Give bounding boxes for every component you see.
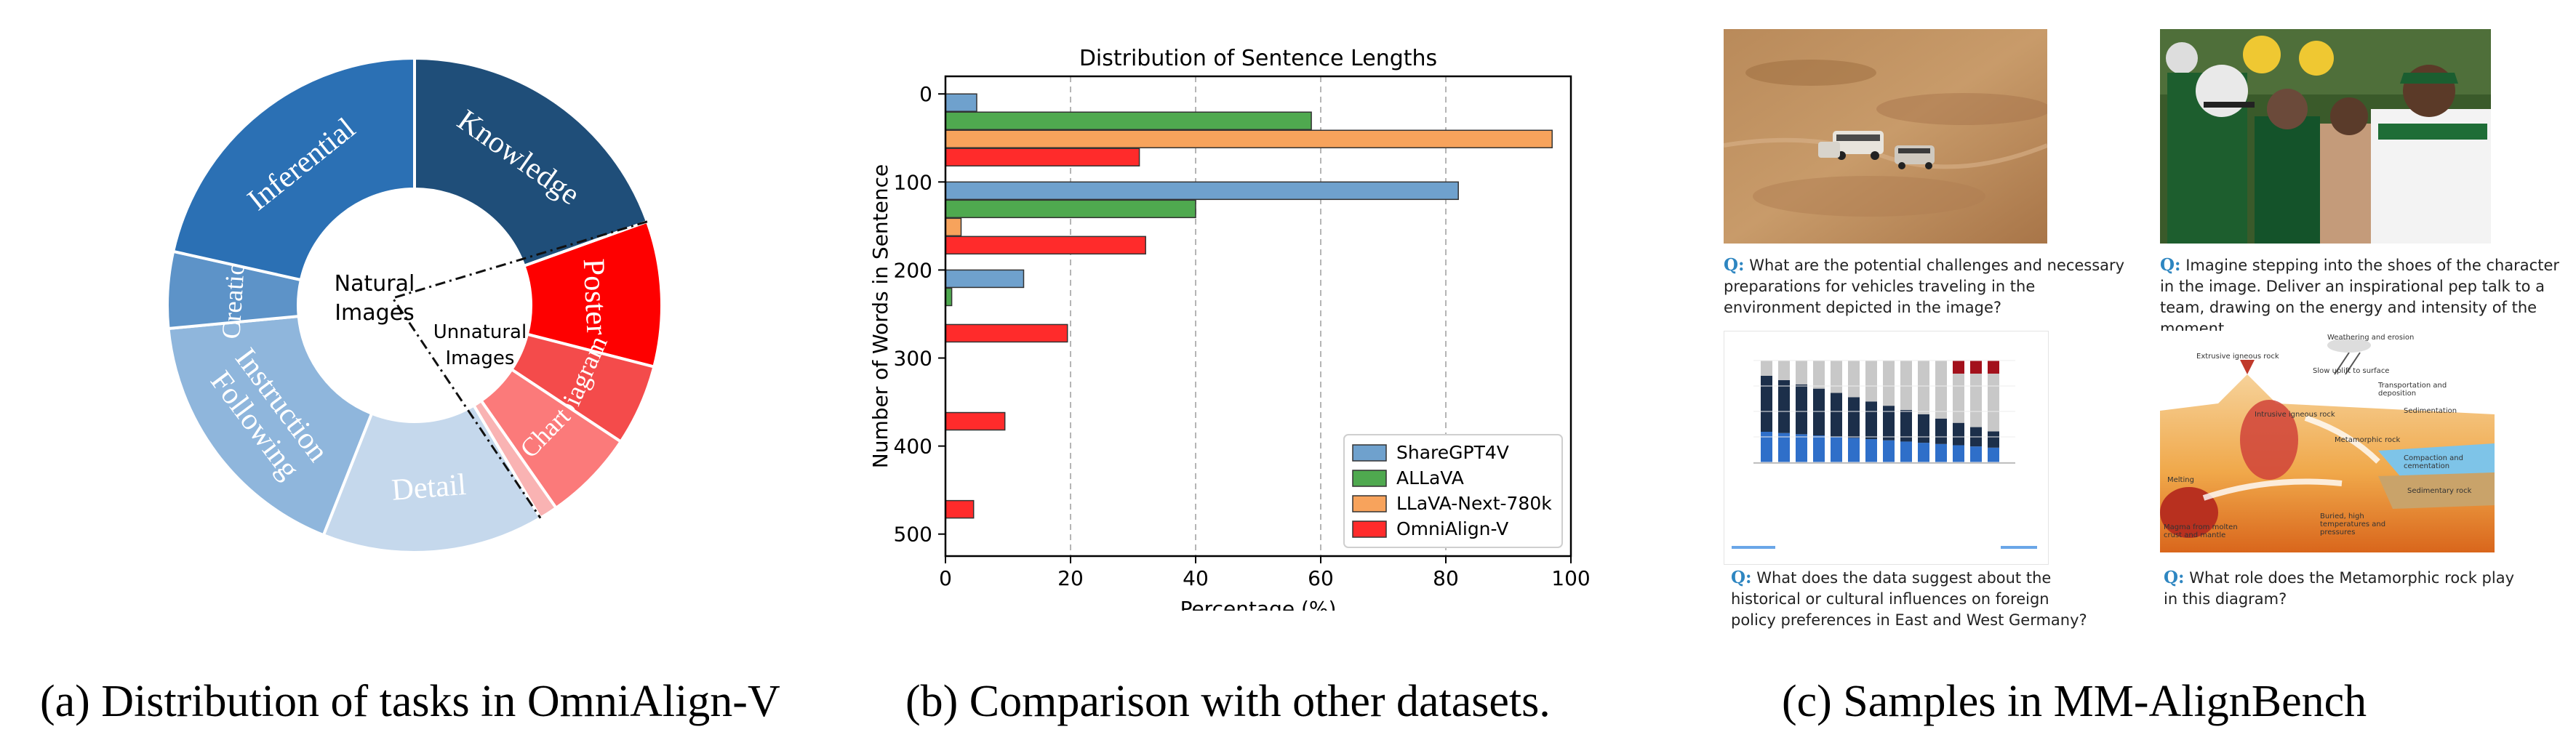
question-mark-label: Q: <box>1724 255 1745 275</box>
donut-segment <box>167 314 374 537</box>
task-distribution-donut: Knowledge Poster Diagram Chart Detail Instruc… <box>131 22 698 589</box>
sample-question-text: What role does the Metamorphic rock play… <box>2164 569 2515 608</box>
unnatural-images-label: Unnatural <box>433 321 527 343</box>
sample-question-text: What are the potential challenges and ne… <box>1724 257 2125 316</box>
sample-question-3: Q: What does the data suggest about the … <box>1731 567 2095 631</box>
legend-label: ShareGPT4V <box>1396 442 1509 463</box>
sentence-length-chart: 0 20 40 60 80 100 0 100 200 300 400 500 Distribution… <box>858 29 1600 621</box>
diagram-label: Compaction and cementation <box>2404 454 2463 470</box>
plot-frame <box>944 75 1572 558</box>
diagram-label: Metamorphic rock <box>2335 436 2401 444</box>
bar-ShareGPT4V <box>945 93 977 112</box>
samples-panel: Q: What are the potential challenges and… <box>1709 22 2575 647</box>
desert-vehicles-photo <box>1724 29 2047 244</box>
bar-LLaVA-Next-780k <box>945 129 1553 148</box>
x-tick-label: 60 <box>1308 566 1334 590</box>
legend-swatch <box>1352 470 1387 487</box>
sample-question-text: What does the data suggest about the his… <box>1731 569 2087 629</box>
bar-ShareGPT4V <box>945 269 1025 289</box>
chart-title: Distribution of Sentence Lengths <box>1079 46 1437 71</box>
donut-chart-svg: KnowledgePosterDiagramChartDetailInstruc… <box>166 56 663 554</box>
question-mark-label: Q: <box>1731 568 1752 587</box>
diagram-label: Intrusive igneous rock <box>2255 411 2335 419</box>
stacked-bar-chart-figure <box>1724 331 2049 565</box>
y-axis-label: Number of Words in Sentence <box>868 164 892 468</box>
diagram-label: Slow uplift to surface <box>2313 367 2390 375</box>
bar-OmniAlign-V <box>945 236 1146 255</box>
unnatural-images-label: Images <box>446 347 515 369</box>
rock-cycle-diagram: Weathering and erosion Extrusive igneous … <box>2160 331 2495 552</box>
diagram-label: Sedimentation <box>2404 407 2457 415</box>
diagram-label: Magma from molten crust and mantle <box>2164 523 2238 539</box>
y-tick-label: 200 <box>894 258 932 282</box>
x-tick-label: 20 <box>1057 566 1084 590</box>
bar-OmniAlign-V <box>945 411 1006 431</box>
donut-segment-label: Poster <box>577 258 614 336</box>
sample-question-2: Q: Imagine stepping into the shoes of th… <box>2160 254 2567 339</box>
bar-OmniAlign-V <box>945 148 1140 166</box>
y-tick-label: 300 <box>894 347 932 371</box>
diagram-labels: Weathering and erosion Extrusive igneous … <box>2160 331 2495 552</box>
bar-ALLaVA <box>945 111 1312 130</box>
question-mark-label: Q: <box>2164 568 2185 587</box>
bar-ALLaVA <box>945 287 953 307</box>
diagram-label: Extrusive igneous rock <box>2196 353 2279 361</box>
x-tick-label: 100 <box>1551 566 1590 590</box>
donut-segment <box>321 403 543 554</box>
diagram-label: Melting <box>2167 476 2194 484</box>
x-tick-label: 0 <box>939 566 952 590</box>
legend-label: LLaVA-Next-780k <box>1396 493 1552 514</box>
bar-LLaVA-Next-780k <box>945 217 962 237</box>
sample-question-4: Q: What role does the Metamorphic rock p… <box>2164 567 2527 610</box>
sample-question-1: Q: What are the potential challenges and… <box>1724 254 2131 318</box>
bar-OmniAlign-V <box>945 323 1068 343</box>
caption-b: (b) Comparison with other datasets. <box>905 677 1551 726</box>
group-divider-line <box>391 220 648 519</box>
diagram-label: Sedimentary rock <box>2407 487 2472 495</box>
question-mark-label: Q: <box>2160 255 2181 275</box>
bar-ShareGPT4V <box>945 181 1459 201</box>
caption-c: (c) Samples in MM-AlignBench <box>1782 677 2367 726</box>
bar-chart-svg: 0 20 40 60 80 100 0 100 200 300 400 500 Distribution… <box>868 46 1591 621</box>
legend-swatch <box>1352 444 1387 462</box>
football-team-photo <box>2160 29 2491 244</box>
donut-segment <box>413 56 649 268</box>
legend-label: ALLaVA <box>1396 467 1464 488</box>
bar-OmniAlign-V <box>945 499 975 519</box>
x-tick-label: 80 <box>1433 566 1459 590</box>
x-axis-label: Percentage (%) <box>1180 597 1337 611</box>
y-tick-label: 400 <box>894 435 932 459</box>
donut-segment-label: Detail <box>391 468 468 507</box>
y-tick-label: 500 <box>894 523 932 547</box>
caption-a: (a) Distribution of tasks in OmniAlign-V <box>40 677 780 726</box>
diagram-label: Transportation and deposition <box>2378 382 2447 398</box>
legend-label: OmniAlign-V <box>1396 518 1508 539</box>
x-tick-label: 40 <box>1183 566 1209 590</box>
natural-images-label: Images <box>335 300 415 326</box>
legend-swatch <box>1352 520 1387 538</box>
sample-question-text: Imagine stepping into the shoes of the c… <box>2160 257 2560 337</box>
y-tick-label: 100 <box>894 170 932 194</box>
diagram-label: Weathering and erosion <box>2327 334 2415 342</box>
y-tick-label: 0 <box>919 82 932 106</box>
legend-box <box>1343 434 1563 548</box>
natural-images-label: Natural <box>335 271 415 297</box>
diagram-label: Buried, high temperatures and pressures <box>2320 512 2386 536</box>
legend-swatch <box>1352 495 1387 512</box>
bar-ALLaVA <box>945 199 1196 219</box>
donut-segment <box>171 56 416 282</box>
